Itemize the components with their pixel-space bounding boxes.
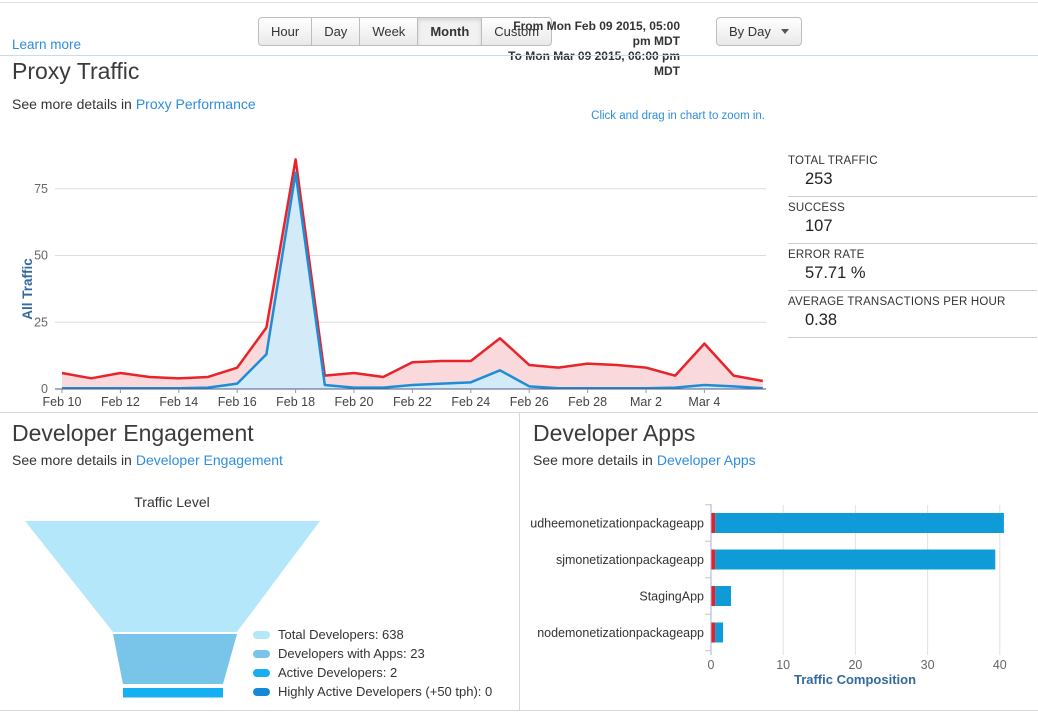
- svg-text:75: 75: [34, 182, 48, 196]
- svg-text:10: 10: [776, 658, 790, 672]
- legend-item: Developers with Apps: 23: [253, 644, 492, 663]
- subtitle-text: See more details in: [12, 452, 132, 468]
- svg-text:25: 25: [34, 315, 48, 329]
- stat-label: SUCCESS: [788, 202, 845, 214]
- range-button-week[interactable]: Week: [359, 17, 419, 46]
- funnel-title: Traffic Level: [134, 494, 210, 510]
- svg-text:Feb 28: Feb 28: [568, 395, 607, 409]
- topbar: Learn more Hour Day Week Month Custom Fr…: [0, 0, 1038, 78]
- svg-text:30: 30: [921, 658, 935, 672]
- range-button-custom[interactable]: Custom: [481, 17, 553, 46]
- section-divider-vertical: [519, 412, 520, 710]
- svg-text:sudheemonetizationpackageapp: sudheemonetizationpackageapp: [530, 517, 704, 531]
- date-range-to: To Mon Mar 09 2015, 06:00 pm MDT: [508, 49, 680, 78]
- bottom-divider: [0, 710, 1038, 711]
- stat-label: AVERAGE TRANSACTIONS PER HOUR: [788, 296, 1006, 308]
- stat-total-traffic: TOTAL TRAFFIC 253: [788, 150, 1037, 197]
- svg-text:Mar 2: Mar 2: [630, 395, 662, 409]
- legend-swatch-icon: [253, 649, 270, 658]
- zoom-hint-text: Click and drag in chart to zoom in.: [591, 110, 765, 122]
- stat-label: ERROR RATE: [788, 249, 865, 261]
- svg-text:All Traffic: All Traffic: [20, 258, 35, 320]
- stat-value: 253: [805, 170, 833, 188]
- svg-text:50: 50: [34, 249, 48, 263]
- legend-label: Highly Active Developers (+50 tph): 0: [278, 684, 493, 699]
- legend-label: Total Developers: 638: [278, 627, 404, 642]
- svg-text:Mar 4: Mar 4: [688, 395, 720, 409]
- svg-text:Feb 22: Feb 22: [393, 395, 432, 409]
- svg-text:40: 40: [993, 658, 1007, 672]
- developer-apps-title: Developer Apps: [533, 420, 696, 446]
- svg-text:Feb 16: Feb 16: [218, 395, 257, 409]
- proxy-traffic-subtitle: See more details in Proxy Performance: [12, 96, 256, 112]
- svg-text:Feb 18: Feb 18: [276, 395, 315, 409]
- stat-error-rate: ERROR RATE 57.71 %: [788, 244, 1037, 291]
- legend-item: Active Developers: 2: [253, 663, 492, 682]
- range-button-day[interactable]: Day: [311, 17, 361, 46]
- svg-text:Feb 26: Feb 26: [510, 395, 549, 409]
- svg-text:nodemonetizationpackageapp: nodemonetizationpackageapp: [537, 626, 704, 640]
- top-edge-divider: [0, 2, 1038, 3]
- developer-apps-chart[interactable]: 0 10 20 30 40 sudheemonetizationpackageapp sjm…: [530, 497, 1038, 689]
- svg-text:20: 20: [848, 658, 862, 672]
- chevron-down-icon: [780, 29, 789, 34]
- svg-text:Feb 20: Feb 20: [335, 395, 374, 409]
- funnel-legend: Total Developers: 638 Developers with App…: [253, 625, 492, 701]
- legend-item: Total Developers: 638: [253, 625, 492, 644]
- svg-text:0: 0: [41, 382, 48, 396]
- developer-apps-subtitle: See more details in Developer Apps: [533, 452, 756, 468]
- svg-text:Feb 10: Feb 10: [43, 395, 82, 409]
- svg-text:Feb 14: Feb 14: [159, 395, 198, 409]
- date-range: From Mon Feb 09 2015, 05:00 pm MDT To Mo…: [492, 19, 680, 79]
- range-button-month[interactable]: Month: [417, 17, 483, 46]
- legend-swatch-icon: [253, 668, 270, 677]
- interval-dropdown-button[interactable]: By Day: [716, 17, 802, 46]
- svg-text:Feb 24: Feb 24: [451, 395, 490, 409]
- learn-more-link[interactable]: Learn more: [12, 37, 82, 52]
- stat-avg-tph: AVERAGE TRANSACTIONS PER HOUR 0.38: [788, 291, 1037, 338]
- interval-dropdown-label: By Day: [729, 24, 771, 39]
- developer-engagement-subtitle: See more details in Developer Engagement: [12, 452, 283, 468]
- range-button-hour[interactable]: Hour: [258, 17, 313, 46]
- svg-text:Feb 12: Feb 12: [101, 395, 140, 409]
- svg-text:Traffic Composition: Traffic Composition: [794, 672, 916, 687]
- legend-label: Developers with Apps: 23: [278, 646, 425, 661]
- proxy-traffic-title: Proxy Traffic: [12, 58, 140, 84]
- stat-label: TOTAL TRAFFIC: [788, 155, 878, 167]
- stat-value: 0.38: [805, 311, 838, 329]
- proxy-traffic-chart[interactable]: 0 25 50 75 Feb 10 Feb 12 Feb 14 Feb 16 Feb 18 Feb…: [0, 128, 782, 412]
- stat-value: 107: [805, 217, 833, 235]
- stat-success: SUCCESS 107: [788, 197, 1037, 244]
- legend-swatch-icon: [253, 630, 270, 639]
- traffic-stats-panel: TOTAL TRAFFIC 253 SUCCESS 107 ERROR RATE…: [788, 150, 1037, 338]
- legend-item: Highly Active Developers (+50 tph): 0: [253, 682, 492, 701]
- developer-engagement-link[interactable]: Developer Engagement: [135, 452, 283, 468]
- developer-engagement-title: Developer Engagement: [12, 420, 254, 446]
- subtitle-text: See more details in: [12, 96, 132, 112]
- legend-swatch-icon: [253, 687, 270, 696]
- topbar-divider: [0, 55, 1038, 56]
- date-range-from: From Mon Feb 09 2015, 05:00 pm MDT: [513, 19, 680, 48]
- legend-label: Active Developers: 2: [278, 665, 398, 680]
- developer-funnel-chart[interactable]: [0, 512, 519, 707]
- svg-text:StagingApp: StagingApp: [639, 590, 704, 604]
- stat-value: 57.71 %: [805, 264, 866, 282]
- time-range-button-group: Hour Day Week Month Custom: [258, 17, 553, 46]
- proxy-performance-link[interactable]: Proxy Performance: [135, 96, 256, 112]
- svg-text:0: 0: [708, 658, 715, 672]
- subtitle-text: See more details in: [533, 452, 653, 468]
- svg-text:sjmonetizationpackageapp: sjmonetizationpackageapp: [556, 553, 704, 567]
- developer-apps-link[interactable]: Developer Apps: [656, 452, 756, 468]
